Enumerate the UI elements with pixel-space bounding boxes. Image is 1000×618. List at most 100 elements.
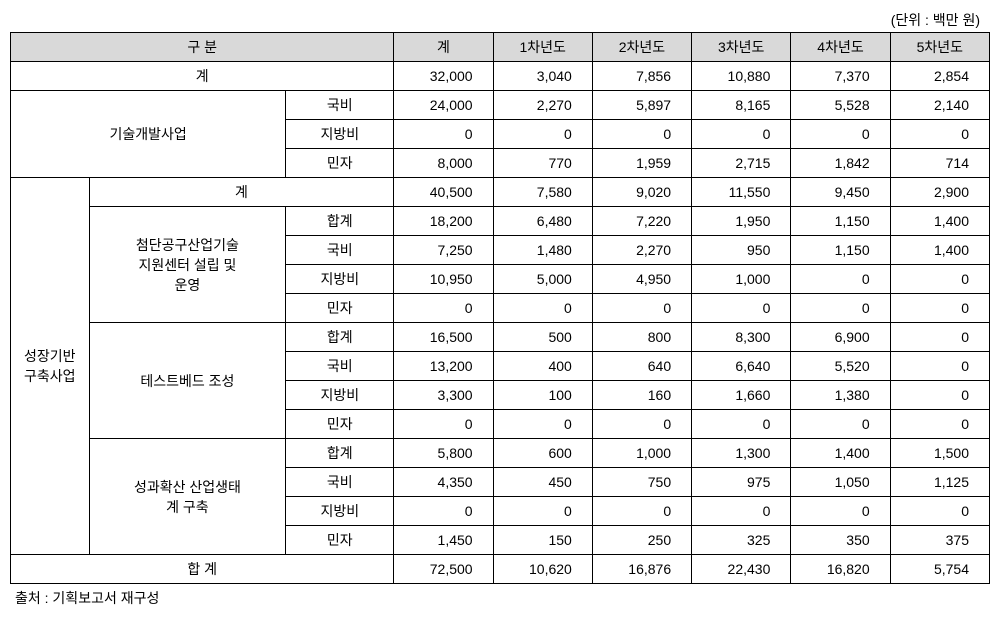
cell: 375 [890, 526, 989, 555]
cell: 4,350 [394, 468, 493, 497]
cell: 5,528 [791, 91, 890, 120]
cell: 750 [592, 468, 691, 497]
row-label: 합계 [286, 207, 394, 236]
cell: 3,040 [493, 62, 592, 91]
cell: 16,500 [394, 323, 493, 352]
cell: 770 [493, 149, 592, 178]
cell: 7,250 [394, 236, 493, 265]
cell: 1,950 [692, 207, 791, 236]
cell: 22,430 [692, 555, 791, 584]
row-label: 지방비 [286, 265, 394, 294]
cell: 800 [592, 323, 691, 352]
col-y1: 1차년도 [493, 33, 592, 62]
cell: 2,715 [692, 149, 791, 178]
table-row: 테스트베드 조성 합계 16,500 500 800 8,300 6,900 0 [11, 323, 990, 352]
cell: 2,270 [592, 236, 691, 265]
cell: 18,200 [394, 207, 493, 236]
cell: 0 [890, 497, 989, 526]
row-label: 계 [89, 178, 394, 207]
cell: 975 [692, 468, 791, 497]
cell: 1,400 [890, 207, 989, 236]
cell: 7,370 [791, 62, 890, 91]
cell: 0 [791, 120, 890, 149]
row-label: 민자 [286, 149, 394, 178]
cell: 1,450 [394, 526, 493, 555]
col-total: 계 [394, 33, 493, 62]
cell: 1,000 [692, 265, 791, 294]
cell: 0 [394, 410, 493, 439]
cell: 450 [493, 468, 592, 497]
row-label: 합 계 [11, 555, 394, 584]
cell: 350 [791, 526, 890, 555]
cell: 0 [791, 497, 890, 526]
row-label: 지방비 [286, 497, 394, 526]
cell: 0 [890, 294, 989, 323]
cell: 250 [592, 526, 691, 555]
table-row: 기술개발사업 국비 24,000 2,270 5,897 8,165 5,528… [11, 91, 990, 120]
cell: 3,300 [394, 381, 493, 410]
cell: 0 [890, 381, 989, 410]
row-label: 지방비 [286, 381, 394, 410]
col-y2: 2차년도 [592, 33, 691, 62]
cell: 150 [493, 526, 592, 555]
table-row: 성과확산 산업생태 계 구축 합계 5,800 600 1,000 1,300 … [11, 439, 990, 468]
cell: 325 [692, 526, 791, 555]
cell: 0 [791, 294, 890, 323]
source-note: 출처 : 기획보고서 재구성 [10, 588, 990, 608]
cell: 10,620 [493, 555, 592, 584]
row-label: 합계 [286, 439, 394, 468]
cell: 0 [791, 410, 890, 439]
cell: 0 [592, 497, 691, 526]
cell: 0 [890, 265, 989, 294]
cell: 9,020 [592, 178, 691, 207]
cell: 13,200 [394, 352, 493, 381]
cell: 9,450 [791, 178, 890, 207]
row-subgroup-label: 첨단공구산업기술 지원센터 설립 및 운영 [89, 207, 286, 323]
cell: 0 [493, 497, 592, 526]
cell: 24,000 [394, 91, 493, 120]
cell: 100 [493, 381, 592, 410]
cell: 0 [890, 410, 989, 439]
row-label: 국비 [286, 468, 394, 497]
cell: 0 [592, 294, 691, 323]
row-label: 민자 [286, 526, 394, 555]
cell: 1,125 [890, 468, 989, 497]
cell: 1,000 [592, 439, 691, 468]
cell: 1,050 [791, 468, 890, 497]
col-y3: 3차년도 [692, 33, 791, 62]
total-row: 합 계 72,500 10,620 16,876 22,430 16,820 5… [11, 555, 990, 584]
row-label: 계 [11, 62, 394, 91]
cell: 0 [493, 410, 592, 439]
cell: 10,880 [692, 62, 791, 91]
cell: 0 [890, 120, 989, 149]
col-y4: 4차년도 [791, 33, 890, 62]
cell: 40,500 [394, 178, 493, 207]
cell: 500 [493, 323, 592, 352]
cell: 7,580 [493, 178, 592, 207]
table-row: 성장기반 구축사업 계 40,500 7,580 9,020 11,550 9,… [11, 178, 990, 207]
cell: 950 [692, 236, 791, 265]
row-label: 민자 [286, 294, 394, 323]
cell: 0 [791, 265, 890, 294]
cell: 1,150 [791, 236, 890, 265]
row-group-label: 성장기반 구축사업 [11, 178, 90, 555]
row-label: 합계 [286, 323, 394, 352]
header-row: 구 분 계 1차년도 2차년도 3차년도 4차년도 5차년도 [11, 33, 990, 62]
cell: 32,000 [394, 62, 493, 91]
row-label: 국비 [286, 352, 394, 381]
cell: 6,900 [791, 323, 890, 352]
cell: 0 [493, 120, 592, 149]
cell: 2,900 [890, 178, 989, 207]
cell: 5,754 [890, 555, 989, 584]
cell: 2,270 [493, 91, 592, 120]
cell: 1,842 [791, 149, 890, 178]
table-row: 첨단공구산업기술 지원센터 설립 및 운영 합계 18,200 6,480 7,… [11, 207, 990, 236]
row-label: 국비 [286, 236, 394, 265]
cell: 10,950 [394, 265, 493, 294]
cell: 1,400 [791, 439, 890, 468]
cell: 5,897 [592, 91, 691, 120]
cell: 600 [493, 439, 592, 468]
row-label: 지방비 [286, 120, 394, 149]
cell: 0 [592, 410, 691, 439]
cell: 2,854 [890, 62, 989, 91]
